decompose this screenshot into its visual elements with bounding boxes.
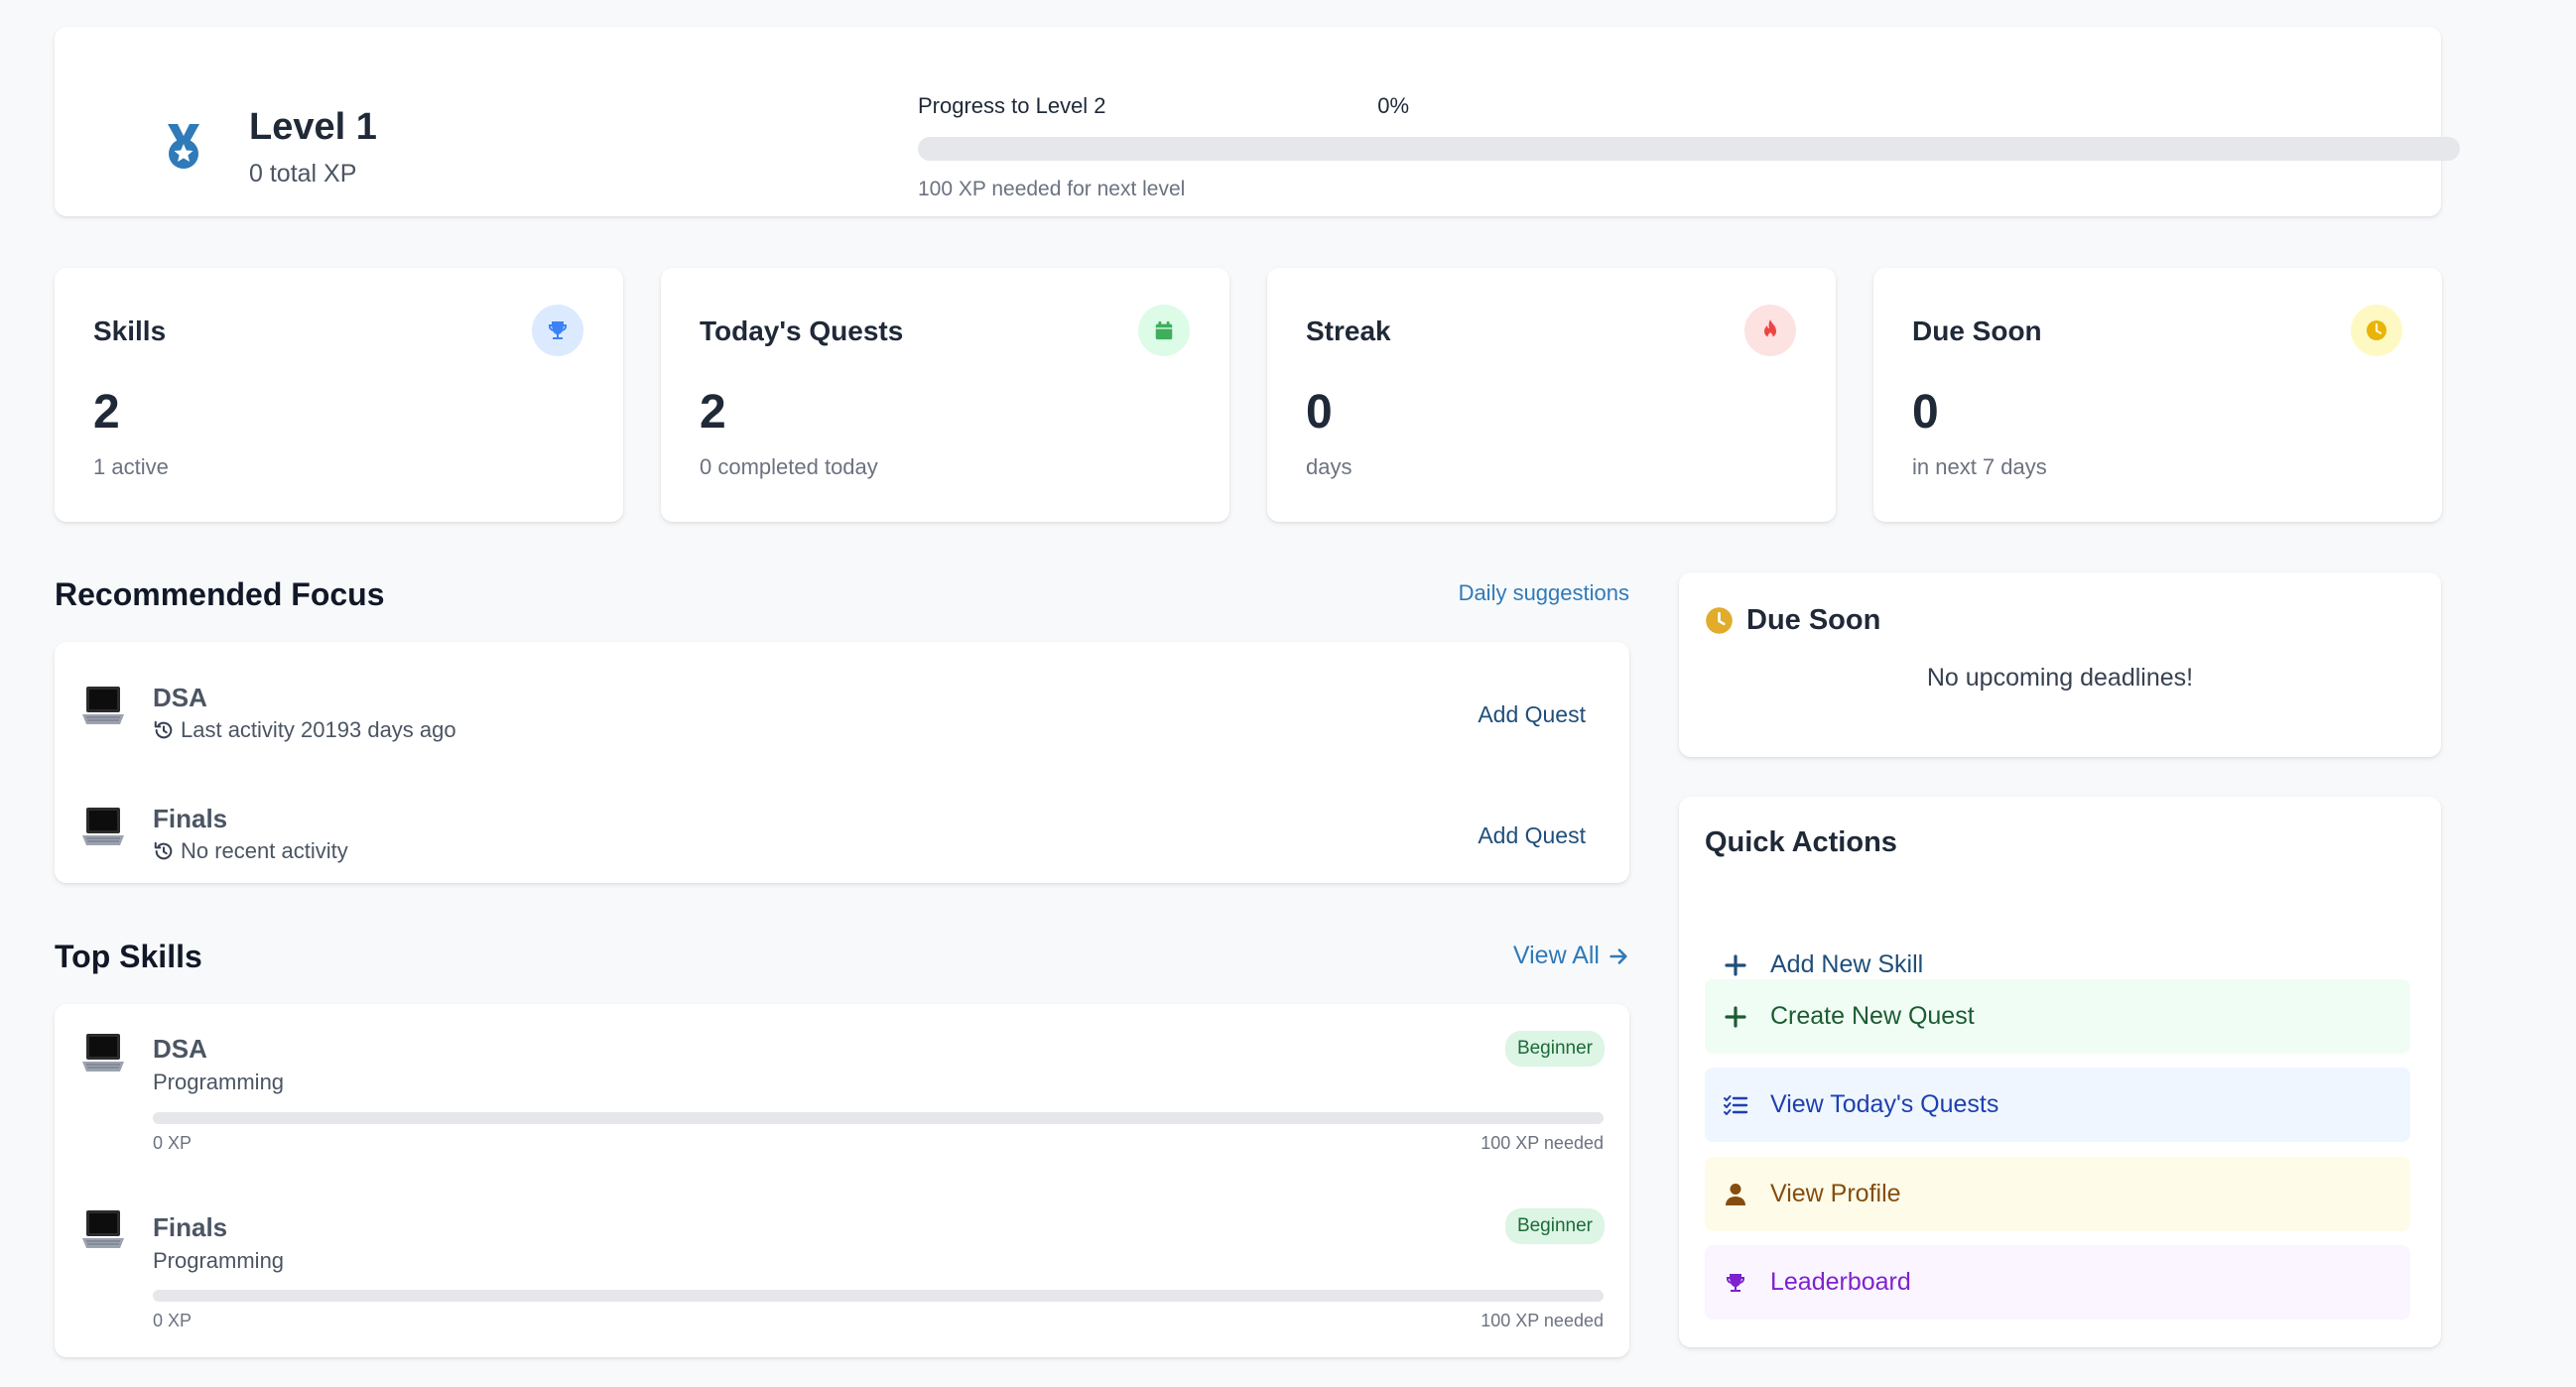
stat-card-todays-quests: Today's Quests 2 0 completed today [661, 268, 1229, 522]
view-all-label: View All [1512, 942, 1600, 969]
stat-subtext: in next 7 days [1912, 454, 2047, 479]
recommended-focus-title: Recommended Focus [55, 576, 385, 612]
skill-category: Programming [153, 1248, 285, 1273]
stat-title: Skills [93, 315, 167, 346]
progress-label: Progress to Level 2 [918, 93, 1106, 118]
calendar-icon [1138, 305, 1190, 356]
quick-actions-title: Quick Actions [1705, 826, 1897, 858]
skill-progress-bar [153, 1112, 1604, 1124]
clock-icon [2351, 305, 2402, 356]
quick-action-label: Create New Quest [1770, 1002, 1975, 1030]
stat-subtext: 1 active [93, 454, 169, 479]
laptop-icon [82, 687, 124, 724]
focus-item-name: DSA [153, 683, 207, 712]
skill-item[interactable]: DSA Programming Beginner 0 XP 100 XP nee… [55, 1004, 1629, 1181]
focus-item-activity-text: No recent activity [181, 838, 348, 863]
medal-icon [168, 124, 199, 169]
clock-icon [1706, 607, 1733, 634]
stat-value: 2 [93, 386, 120, 439]
view-all-link[interactable]: View All [1513, 942, 1629, 970]
progress-hint: 100 XP needed for next level [918, 178, 1186, 200]
total-xp: 0 total XP [249, 160, 357, 188]
top-skills-title: Top Skills [55, 939, 202, 974]
skill-name: Finals [153, 1212, 228, 1242]
daily-suggestions-link[interactable]: Daily suggestions [1458, 580, 1629, 605]
level-title: Level 1 [249, 106, 377, 148]
focus-item-activity: No recent activity [153, 838, 348, 864]
stat-title: Streak [1306, 315, 1391, 346]
skill-progress-bar [153, 1290, 1604, 1302]
skill-xp: 0 XP [153, 1133, 193, 1153]
quick-action-label: Add New Skill [1770, 950, 1924, 978]
quick-action-label: View Profile [1770, 1180, 1901, 1207]
laptop-icon [82, 1034, 124, 1072]
level-progress-bar [918, 137, 2460, 161]
quick-actions-card: Quick Actions Add New Skill Create New Q… [1679, 797, 2441, 1347]
laptop-icon [82, 1210, 124, 1248]
add-quest-button[interactable]: Add Quest [1478, 701, 1586, 727]
history-icon [154, 720, 173, 739]
user-icon [1721, 1180, 1750, 1209]
skill-name: DSA [153, 1034, 207, 1064]
add-quest-button[interactable]: Add Quest [1478, 822, 1586, 848]
focus-item-activity: Last activity 20193 days ago [153, 717, 456, 743]
laptop-icon [82, 808, 124, 845]
skill-xp-needed: 100 XP needed [1481, 1311, 1604, 1330]
stat-value: 0 [1306, 386, 1333, 439]
due-soon-card: Due Soon No upcoming deadlines! [1679, 572, 2441, 757]
due-soon-title: Due Soon [1746, 604, 1881, 636]
stat-card-streak: Streak 0 days [1267, 268, 1836, 522]
skill-xp: 0 XP [153, 1311, 193, 1330]
stat-title: Today's Quests [700, 315, 904, 346]
top-skills-card: DSA Programming Beginner 0 XP 100 XP nee… [55, 1004, 1629, 1357]
list-item: Finals No recent activity Add Quest [55, 788, 1629, 877]
progress-percent: 0% [1377, 93, 1409, 118]
skill-category: Programming [153, 1070, 285, 1094]
quick-action-label: Leaderboard [1770, 1268, 1911, 1296]
skill-level-badge: Beginner [1504, 1031, 1605, 1067]
stat-subtext: days [1306, 454, 1352, 479]
skill-xp-needed: 100 XP needed [1481, 1133, 1604, 1153]
arrow-right-icon [1610, 947, 1627, 964]
checklist-icon [1721, 1090, 1750, 1120]
stat-title: Due Soon [1912, 315, 2042, 346]
view-todays-quests-button[interactable]: View Today's Quests [1705, 1068, 2410, 1142]
trophy-icon [1721, 1268, 1750, 1298]
list-item: DSA Last activity 20193 days ago Add Que… [55, 667, 1629, 756]
empty-state-text: No upcoming deadlines! [1926, 664, 2194, 692]
create-new-quest-button[interactable]: Create New Quest [1705, 979, 2410, 1054]
skill-item[interactable]: Finals Programming Beginner 0 XP 100 XP … [55, 1181, 1629, 1357]
stat-card-due-soon: Due Soon 0 in next 7 days [1873, 268, 2442, 522]
stat-value: 0 [1912, 386, 1939, 439]
history-icon [154, 841, 173, 860]
plus-icon [1721, 950, 1750, 980]
focus-item-name: Finals [153, 804, 228, 833]
stat-subtext: 0 completed today [700, 454, 878, 479]
recommended-focus-card: DSA Last activity 20193 days ago Add Que… [55, 642, 1629, 883]
focus-item-activity-text: Last activity 20193 days ago [181, 717, 456, 742]
view-profile-button[interactable]: View Profile [1705, 1157, 2410, 1231]
skill-level-badge: Beginner [1504, 1208, 1605, 1244]
leaderboard-button[interactable]: Leaderboard [1705, 1245, 2410, 1320]
level-card: Level 1 0 total XP Progress to Level 2 0… [55, 27, 2460, 216]
stat-card-skills: Skills 2 1 active [55, 268, 623, 522]
stat-value: 2 [700, 386, 726, 439]
quick-action-label: View Today's Quests [1770, 1090, 1999, 1118]
fire-icon [1744, 305, 1796, 356]
trophy-icon [532, 305, 583, 356]
plus-icon [1721, 1002, 1750, 1032]
